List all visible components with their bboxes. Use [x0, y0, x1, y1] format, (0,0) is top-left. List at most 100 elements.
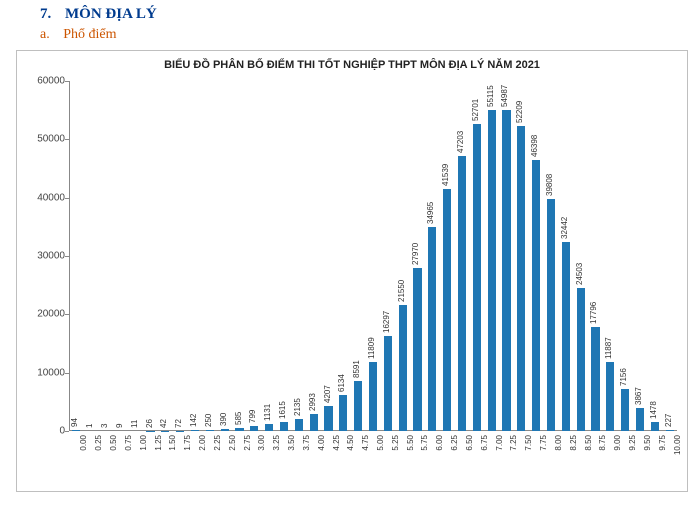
section-title: MÔN ĐỊA LÝ: [65, 6, 157, 22]
bar-value-label: 42: [159, 419, 168, 428]
bar-value-label: 250: [204, 413, 213, 426]
bar-value-label: 1131: [263, 404, 272, 421]
bar-value-label: 39808: [545, 174, 554, 196]
x-tick-label: 7.75: [539, 435, 548, 451]
x-tick-label: 9.25: [628, 435, 637, 451]
bar-value-label: 1478: [649, 402, 658, 420]
bar: [295, 419, 303, 431]
x-tick-label: 5.75: [420, 435, 429, 451]
x-tick-label: 2.75: [243, 435, 252, 451]
bar: [666, 430, 674, 431]
bar: [221, 429, 229, 431]
x-tick-label: 4.50: [346, 435, 355, 451]
bar: [636, 408, 644, 431]
bar: [369, 362, 377, 431]
bar-value-label: 94: [70, 419, 79, 428]
bar-value-label: 27970: [411, 243, 420, 265]
bar-value-label: 11809: [367, 337, 376, 359]
x-tick-label: 3.25: [272, 435, 281, 451]
x-tick-label: 6.25: [450, 435, 459, 451]
x-tick-label: 4.75: [361, 435, 370, 451]
bar-value-label: 2135: [293, 398, 302, 416]
bar-value-label: 2993: [308, 393, 317, 411]
bar: [354, 381, 362, 431]
bar-value-label: 3: [100, 424, 109, 428]
x-tick-label: 8.25: [569, 435, 578, 451]
bar: [562, 242, 570, 431]
x-tick-label: 7.50: [524, 435, 533, 451]
bar: [443, 189, 451, 431]
chart-title: BIỂU ĐỒ PHÂN BỐ ĐIỂM THI TỐT NGHIỆP THPT…: [17, 59, 687, 71]
bar-value-label: 3867: [634, 388, 643, 406]
bar-value-label: 7156: [619, 368, 628, 386]
bar-value-label: 52701: [471, 98, 480, 120]
bar: [265, 424, 273, 431]
bar: [502, 110, 510, 431]
bar-value-label: 16297: [382, 311, 391, 333]
geography-score-chart: BIỂU ĐỒ PHÂN BỐ ĐIỂM THI TỐT NGHIỆP THPT…: [16, 50, 688, 492]
bar: [577, 288, 585, 431]
x-tick-label: 2.25: [213, 435, 222, 451]
x-tick-label: 2.00: [198, 435, 207, 451]
bar: [488, 110, 496, 432]
subsection-a-heading: a. Phổ điểm: [40, 27, 157, 43]
x-tick-label: 9.75: [658, 435, 667, 451]
bar-value-label: 55115: [486, 85, 495, 107]
bar: [310, 414, 318, 431]
y-tick-mark: [65, 314, 69, 315]
section-7-heading: 7. MÔN ĐỊA LÝ: [40, 6, 157, 23]
bar-value-label: 142: [189, 414, 198, 427]
x-tick-label: 10.00: [673, 435, 682, 455]
y-tick-mark: [65, 256, 69, 257]
bar-value-label: 799: [248, 410, 257, 423]
bar-value-label: 26: [145, 419, 154, 428]
bar-value-label: 9: [115, 424, 124, 428]
bar-value-label: 47203: [456, 130, 465, 152]
x-tick-label: 2.50: [228, 435, 237, 451]
subsection-title: Phổ điểm: [63, 27, 116, 42]
bar-value-label: 390: [219, 412, 228, 425]
bar: [206, 430, 214, 431]
x-tick-label: 1.25: [154, 435, 163, 451]
x-tick-label: 6.50: [465, 435, 474, 451]
bar: [339, 395, 347, 431]
bar: [384, 336, 392, 431]
bar-value-label: 46398: [530, 135, 539, 157]
x-tick-label: 8.00: [554, 435, 563, 451]
bar-value-label: 8591: [352, 360, 361, 378]
x-tick-label: 8.75: [598, 435, 607, 451]
y-tick-mark: [65, 139, 69, 140]
y-tick-mark: [65, 373, 69, 374]
bar-value-label: 1615: [278, 401, 287, 419]
x-tick-label: 1.75: [183, 435, 192, 451]
bar: [517, 126, 525, 431]
bar-value-label: 52209: [515, 101, 524, 123]
bar: [413, 268, 421, 431]
x-tick-label: 0.00: [79, 435, 88, 451]
bar: [606, 362, 614, 431]
y-axis: [69, 81, 70, 431]
bar: [72, 430, 80, 431]
plot-area: 0100002000030000400005000060000940.0010.…: [69, 81, 677, 431]
x-tick-label: 3.00: [257, 435, 266, 451]
bar-value-label: 1: [85, 424, 94, 428]
bar: [399, 305, 407, 431]
x-tick-label: 4.00: [317, 435, 326, 451]
bar-value-label: 32442: [560, 217, 569, 239]
bar: [651, 422, 659, 431]
bar: [280, 422, 288, 431]
subsection-letter: a.: [40, 27, 50, 42]
bar-value-label: 54987: [500, 85, 509, 107]
bar: [191, 430, 199, 431]
bar: [473, 124, 481, 431]
y-tick-mark: [65, 81, 69, 82]
x-tick-label: 1.50: [168, 435, 177, 451]
bar: [235, 428, 243, 431]
x-tick-label: 7.00: [495, 435, 504, 451]
bar-value-label: 6134: [337, 374, 346, 392]
bar-value-label: 4207: [323, 386, 332, 404]
bar: [591, 327, 599, 431]
x-tick-label: 8.50: [584, 435, 593, 451]
bar: [532, 160, 540, 431]
x-tick-label: 6.75: [480, 435, 489, 451]
